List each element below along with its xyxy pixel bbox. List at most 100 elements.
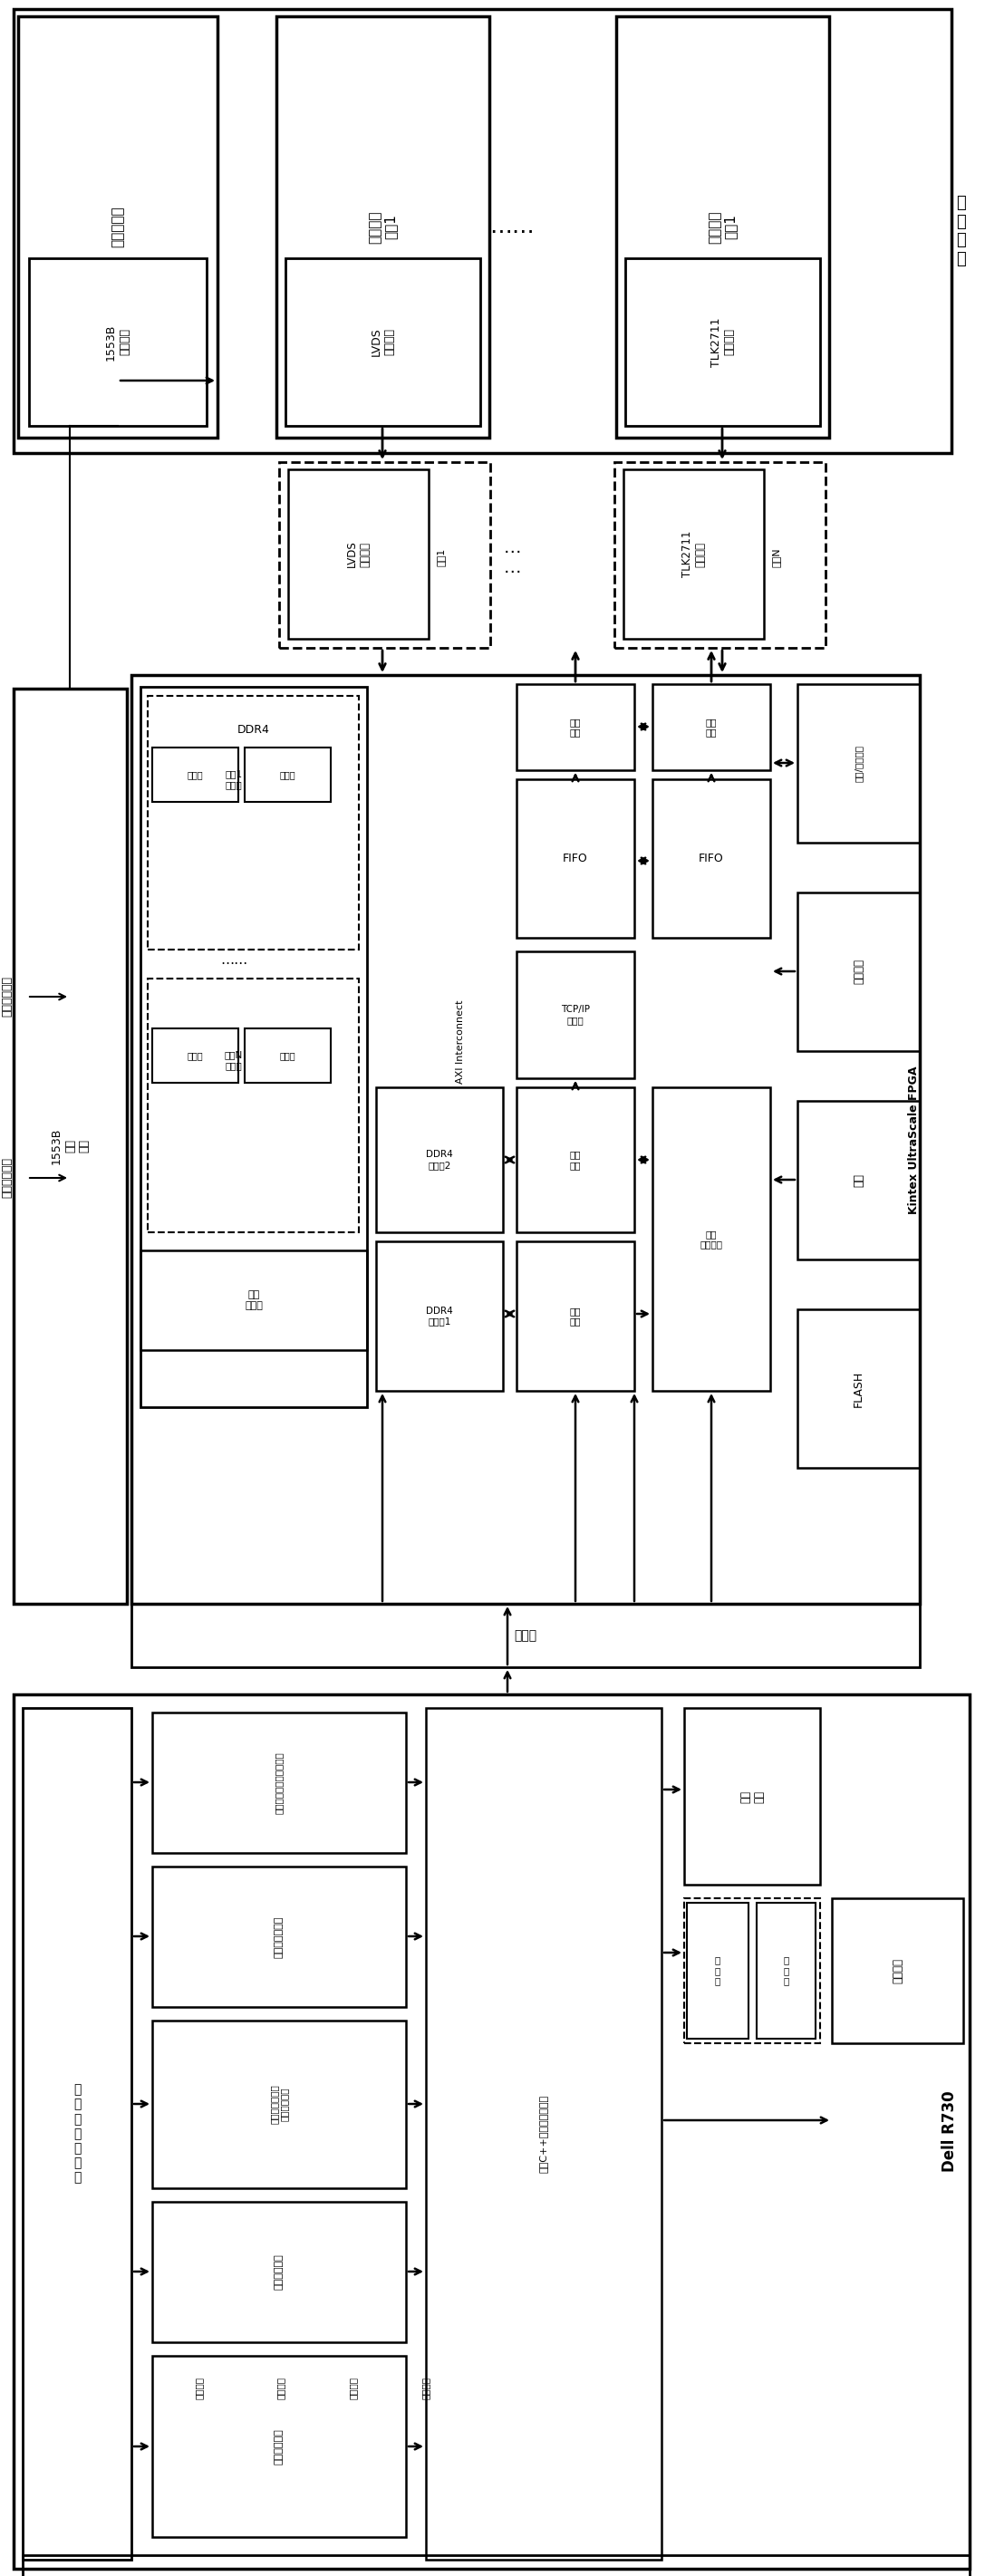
Bar bbox=[798, 891, 920, 1051]
Bar bbox=[832, 1899, 963, 2043]
Text: 偶
数
帧: 偶 数 帧 bbox=[715, 1955, 720, 1986]
Bar bbox=[516, 1087, 634, 1231]
Bar bbox=[148, 979, 359, 1231]
Text: TLK2711
接口芯片: TLK2711 接口芯片 bbox=[681, 531, 706, 577]
Bar bbox=[153, 1868, 406, 2007]
Text: LVDS
接口芯片: LVDS 接口芯片 bbox=[346, 541, 371, 567]
Text: Kintex UltraScale FPGA: Kintex UltraScale FPGA bbox=[907, 1066, 919, 1213]
Text: 遥感图像数据库: 遥感图像数据库 bbox=[275, 1917, 284, 1958]
Text: 相机控制指令: 相机控制指令 bbox=[1, 976, 13, 1018]
Text: LVDS
接口芯片: LVDS 接口芯片 bbox=[370, 327, 396, 355]
Text: 成像角度: 成像角度 bbox=[277, 2375, 286, 2398]
Bar bbox=[625, 258, 821, 425]
Bar bbox=[277, 15, 490, 438]
Bar bbox=[798, 685, 920, 842]
Text: 命
数
据: 命 数 据 bbox=[783, 1955, 789, 1986]
Bar bbox=[23, 2555, 969, 2576]
Bar bbox=[153, 2202, 406, 2342]
Text: 成像坐标: 成像坐标 bbox=[195, 2375, 204, 2398]
Text: 协议参数换算: 协议参数换算 bbox=[275, 2429, 284, 2465]
Bar bbox=[756, 1904, 816, 2038]
Bar bbox=[244, 747, 331, 801]
Text: ……: …… bbox=[490, 216, 535, 237]
Text: FLASH: FLASH bbox=[853, 1370, 865, 1406]
Bar bbox=[652, 685, 770, 770]
Text: 基于时延校正的时间同步: 基于时延校正的时间同步 bbox=[275, 1752, 284, 1814]
Bar bbox=[516, 778, 634, 938]
Text: 1553B
接口芯片: 1553B 接口芯片 bbox=[105, 325, 130, 361]
Text: 调试/指示接口: 调试/指示接口 bbox=[854, 744, 863, 783]
Bar bbox=[652, 778, 770, 938]
Text: 通道1
缓存区: 通道1 缓存区 bbox=[226, 770, 242, 788]
Text: FIFO: FIFO bbox=[562, 853, 588, 866]
Text: TCP/IP
协议栈: TCP/IP 协议栈 bbox=[560, 1005, 590, 1025]
Bar bbox=[685, 1708, 821, 1886]
Text: 图像处理
载荷1: 图像处理 载荷1 bbox=[708, 211, 738, 245]
Text: 成像帧频: 成像帧频 bbox=[422, 2375, 430, 2398]
Text: 通道N: 通道N bbox=[772, 549, 781, 567]
Text: 图像幅面裁剪: 图像幅面裁剪 bbox=[275, 2254, 284, 2290]
Bar bbox=[286, 258, 481, 425]
Bar bbox=[153, 2020, 406, 2187]
Text: 接口
控制: 接口 控制 bbox=[705, 716, 717, 737]
Text: …
…: … … bbox=[503, 538, 521, 577]
Text: 奇数帧: 奇数帧 bbox=[280, 770, 295, 778]
Bar bbox=[516, 1242, 634, 1391]
Bar bbox=[131, 675, 920, 1605]
Text: DDR4
控制器2: DDR4 控制器2 bbox=[426, 1149, 453, 1170]
Bar bbox=[141, 688, 367, 1406]
Text: 1553B
接口
板卡: 1553B 接口 板卡 bbox=[51, 1128, 90, 1164]
Bar bbox=[23, 1708, 131, 2561]
Text: 接口
控制: 接口 控制 bbox=[569, 716, 581, 737]
Bar bbox=[14, 10, 952, 453]
Text: DDR4
控制器1: DDR4 控制器1 bbox=[426, 1306, 453, 1327]
Bar bbox=[153, 1028, 238, 1082]
Text: 成像幅面: 成像幅面 bbox=[349, 2375, 358, 2398]
Text: 图像处理
载荷1: 图像处理 载荷1 bbox=[368, 211, 398, 245]
Bar bbox=[279, 461, 491, 647]
Text: 通道1: 通道1 bbox=[436, 549, 446, 567]
Bar bbox=[617, 15, 829, 438]
Bar bbox=[29, 258, 207, 425]
Text: 时钟: 时钟 bbox=[853, 1175, 865, 1188]
Bar bbox=[14, 1695, 969, 2568]
Bar bbox=[685, 1899, 821, 2043]
Text: ……: …… bbox=[220, 953, 247, 966]
Text: 奇数帧: 奇数帧 bbox=[280, 1051, 295, 1061]
Bar bbox=[516, 951, 634, 1079]
Bar bbox=[289, 469, 428, 639]
Bar bbox=[687, 1904, 749, 2038]
Text: 基于几何分析的
图像角度变换: 基于几何分析的 图像角度变换 bbox=[269, 2084, 289, 2125]
Text: 通道N
缓存区: 通道N 缓存区 bbox=[225, 1051, 243, 1069]
Text: DDR4: DDR4 bbox=[237, 724, 270, 737]
Bar bbox=[141, 1249, 367, 1350]
Text: 遥
感
卫
星: 遥 感 卫 星 bbox=[955, 196, 965, 268]
Text: 内存
缓存: 内存 缓存 bbox=[740, 1790, 764, 1803]
Text: 加载
速率切换: 加载 速率切换 bbox=[700, 1229, 723, 1249]
Text: 星载计算机: 星载计算机 bbox=[111, 206, 124, 247]
Bar bbox=[516, 685, 634, 770]
Text: Dell R730: Dell R730 bbox=[942, 2092, 957, 2172]
Text: 基于C++框架的并行编程: 基于C++框架的并行编程 bbox=[539, 2094, 549, 2172]
Bar bbox=[376, 1242, 503, 1391]
Bar bbox=[153, 1713, 406, 1852]
Text: 硬件控制: 硬件控制 bbox=[891, 1958, 903, 1984]
Bar bbox=[153, 2357, 406, 2537]
Text: 控制
状态机: 控制 状态机 bbox=[244, 1291, 263, 1311]
Bar bbox=[426, 1708, 662, 2561]
Bar bbox=[376, 1087, 503, 1231]
Bar bbox=[14, 688, 127, 1605]
Bar bbox=[624, 469, 764, 639]
Bar bbox=[131, 1605, 920, 1667]
Bar bbox=[798, 1309, 920, 1468]
Text: 偶数帧: 偶数帧 bbox=[187, 1051, 203, 1061]
Bar bbox=[153, 747, 238, 801]
Bar bbox=[148, 696, 359, 951]
Text: 偶数帧: 偶数帧 bbox=[187, 770, 203, 778]
Text: 指令
解析: 指令 解析 bbox=[569, 1306, 581, 1327]
Text: 数据
计数: 数据 计数 bbox=[569, 1149, 581, 1170]
Text: 时间同步信息: 时间同步信息 bbox=[1, 1157, 13, 1198]
Bar bbox=[18, 15, 218, 438]
Text: 成
像
参
数
调
度
器: 成 像 参 数 调 度 器 bbox=[73, 2084, 81, 2184]
Text: 以太网: 以太网 bbox=[514, 1628, 537, 1641]
